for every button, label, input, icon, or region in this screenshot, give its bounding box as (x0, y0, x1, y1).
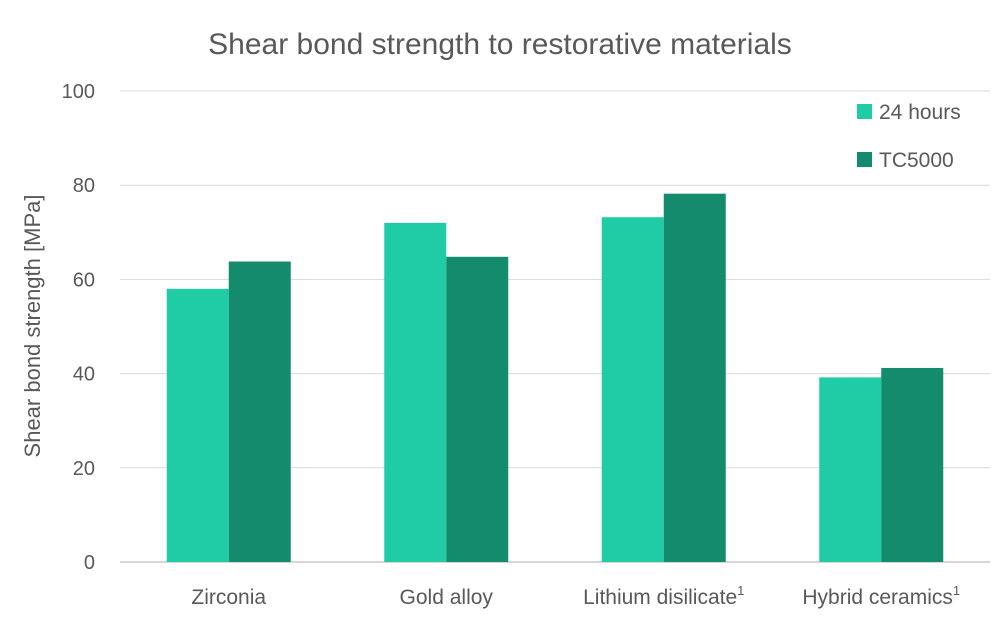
category-name: Zirconia (191, 586, 266, 609)
legend: 24 hours TC5000 (857, 101, 961, 172)
x-category-label: Lithium disilicate1 (583, 583, 744, 609)
category-superscript: 1 (737, 583, 744, 598)
y-tick-label: 40 (73, 364, 95, 386)
x-axis-categories: Zirconia Gold alloy Lithium disilicate1 Hyb… (191, 583, 960, 609)
y-axis-label: Shear bond strength [MPa] (20, 195, 45, 458)
y-axis-ticks: 0 20 40 60 80 100 (62, 81, 95, 574)
legend-swatch (857, 152, 872, 167)
bar (819, 377, 882, 562)
y-tick-label: 60 (73, 269, 95, 291)
bars (166, 193, 944, 563)
bar (881, 367, 944, 562)
legend-label: 24 hours (879, 101, 961, 124)
y-tick-label: 80 (73, 175, 95, 197)
category-name: Gold alloy (400, 586, 494, 609)
category-name: Lithium disilicate (583, 586, 737, 609)
x-category-label: Hybrid ceramics1 (802, 583, 960, 609)
bar (601, 217, 664, 562)
chart-title: Shear bond strength to restorative mater… (208, 28, 792, 61)
legend-swatch (857, 104, 872, 119)
category-superscript: 1 (953, 583, 960, 598)
bar (663, 193, 726, 563)
bar (228, 261, 291, 562)
y-tick-label: 100 (62, 81, 95, 103)
bar (446, 256, 509, 562)
x-category-label: Gold alloy (400, 586, 494, 609)
y-tick-label: 0 (84, 552, 95, 574)
y-tick-label: 20 (73, 458, 95, 480)
category-name: Hybrid ceramics (802, 586, 953, 609)
legend-label: TC5000 (879, 149, 954, 172)
bar (384, 222, 447, 562)
bar (166, 288, 229, 562)
x-category-label: Zirconia (191, 586, 266, 609)
